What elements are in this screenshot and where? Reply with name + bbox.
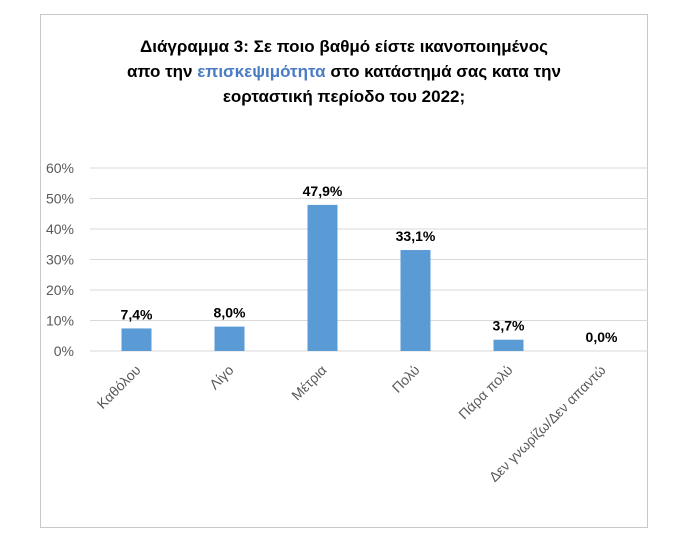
data-label: 8,0% bbox=[214, 305, 246, 321]
title-text: απο την bbox=[126, 62, 198, 81]
title-text: Διάγραμμα 3: Σε ποιο βαθμό είστε ικανοπο… bbox=[140, 37, 548, 56]
category-label: Μέτρια bbox=[288, 362, 329, 403]
y-tick-label: 60% bbox=[46, 160, 74, 176]
data-label: 0,0% bbox=[586, 329, 618, 345]
bar bbox=[307, 204, 338, 351]
category-label: Πολύ bbox=[389, 362, 423, 396]
category-label: Καθόλου bbox=[94, 362, 144, 412]
y-tick-label: 50% bbox=[46, 191, 74, 207]
y-tick-label: 30% bbox=[46, 252, 74, 268]
chart-title: Διάγραμμα 3: Σε ποιο βαθμό είστε ικανοπο… bbox=[40, 34, 648, 109]
y-tick-label: 20% bbox=[46, 282, 74, 298]
data-label: 7,4% bbox=[121, 306, 153, 322]
category-label: Πάρα πολύ bbox=[455, 362, 515, 422]
bar bbox=[214, 326, 245, 351]
y-tick-label: 40% bbox=[46, 221, 74, 237]
bar bbox=[493, 339, 524, 351]
y-tick-label: 10% bbox=[46, 313, 74, 329]
bar bbox=[121, 328, 152, 351]
title-highlight-text: επισκεψιμότητα bbox=[197, 62, 326, 81]
title-text: στο κατάστημά σας κατα την bbox=[325, 62, 562, 81]
category-label: Λίγο bbox=[206, 362, 237, 393]
chart-frame bbox=[40, 14, 648, 528]
title-text: εορταστική περίοδο του 2022; bbox=[222, 87, 466, 106]
data-label: 47,9% bbox=[303, 183, 343, 199]
bar bbox=[400, 250, 431, 351]
data-label: 3,7% bbox=[493, 318, 525, 334]
data-label: 33,1% bbox=[396, 228, 436, 244]
y-tick-label: 0% bbox=[54, 343, 74, 359]
